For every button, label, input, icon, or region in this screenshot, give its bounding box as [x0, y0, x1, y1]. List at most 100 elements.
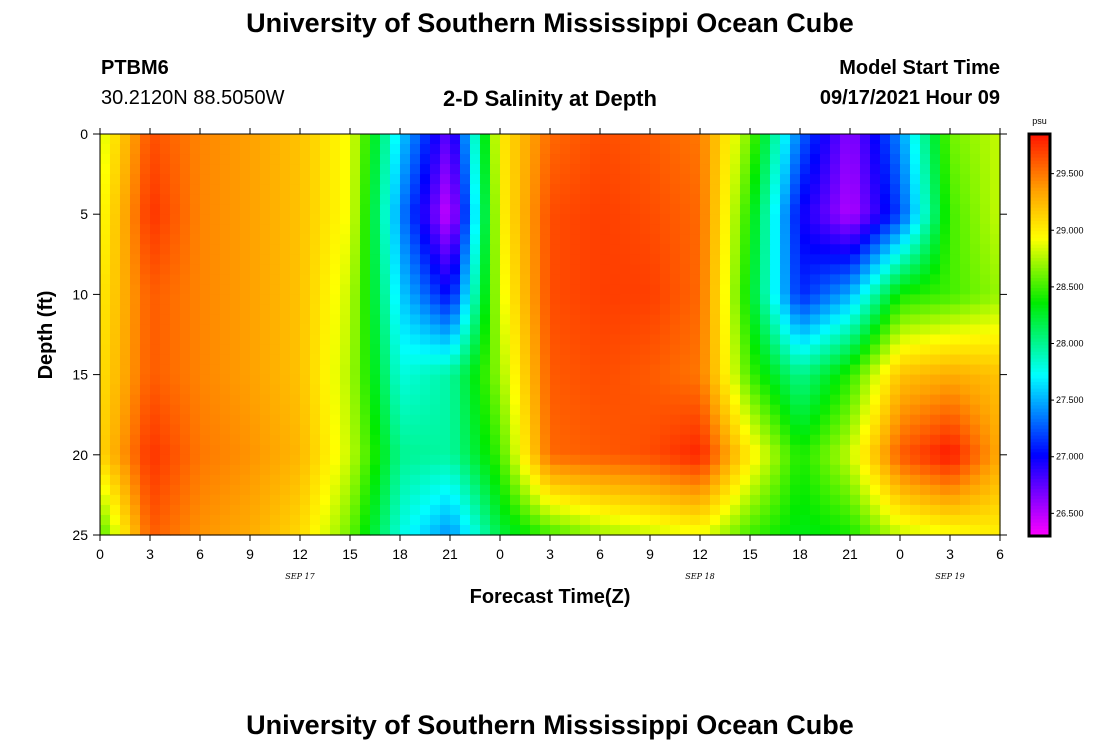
- heatmap-cell: [310, 444, 321, 456]
- heatmap-cell: [430, 344, 441, 356]
- heatmap-cell: [480, 224, 491, 235]
- heatmap-cell: [340, 284, 351, 296]
- heatmap-cell: [740, 274, 751, 285]
- heatmap-cell: [680, 324, 691, 336]
- heatmap-cell: [160, 134, 171, 145]
- heatmap-cell: [900, 254, 911, 265]
- heatmap-cell: [890, 244, 901, 255]
- colorbar-segment: [1029, 251, 1050, 256]
- heatmap-cell: [420, 164, 431, 175]
- heatmap-cell: [620, 184, 631, 195]
- heatmap-cell: [510, 144, 521, 155]
- colorbar-segment: [1029, 445, 1050, 450]
- heatmap-cell: [550, 284, 561, 296]
- heatmap-cell: [690, 464, 701, 476]
- heatmap-cell: [660, 174, 671, 185]
- heatmap-cell: [820, 244, 831, 255]
- heatmap-cell: [620, 224, 631, 235]
- heatmap-cell: [790, 234, 801, 245]
- heatmap-cell: [530, 504, 541, 516]
- heatmap-cell: [450, 184, 461, 195]
- heatmap-cell: [490, 514, 501, 526]
- heatmap-cell: [350, 474, 361, 486]
- heatmap-cell: [280, 214, 291, 225]
- heatmap-cell: [720, 344, 731, 356]
- heatmap-cell: [870, 464, 881, 476]
- heatmap-cell: [550, 394, 561, 406]
- heatmap-cell: [350, 284, 361, 296]
- heatmap-cell: [720, 294, 731, 306]
- heatmap-cell: [740, 184, 751, 195]
- heatmap-cell: [100, 334, 111, 346]
- heatmap-cell: [310, 384, 321, 396]
- heatmap-cell: [530, 184, 541, 195]
- heatmap-cell: [160, 324, 171, 336]
- heatmap-cell: [380, 334, 391, 346]
- heatmap-cell: [190, 324, 201, 336]
- heatmap-cell: [420, 404, 431, 416]
- heatmap-cell: [520, 414, 531, 426]
- heatmap-cell: [230, 294, 241, 306]
- heatmap-cell: [560, 134, 571, 145]
- heatmap-cell: [290, 344, 301, 356]
- heatmap-cell: [800, 254, 811, 265]
- heatmap-cell: [610, 154, 621, 165]
- heatmap-cell: [720, 364, 731, 376]
- heatmap-cell: [440, 294, 451, 306]
- heatmap-cell: [910, 404, 921, 416]
- heatmap-cell: [610, 244, 621, 255]
- heatmap-cell: [170, 344, 181, 356]
- heatmap-cell: [320, 384, 331, 396]
- heatmap-cell: [390, 374, 401, 386]
- heatmap-cell: [260, 304, 271, 316]
- heatmap-cell: [490, 244, 501, 255]
- heatmap-cell: [460, 464, 471, 476]
- heatmap-cell: [550, 264, 561, 275]
- heatmap-cell: [520, 514, 531, 526]
- colorbar-segment: [1029, 221, 1050, 225]
- colorbar-segment: [1029, 331, 1050, 336]
- heatmap-cell: [490, 404, 501, 416]
- heatmap-cell: [850, 344, 861, 356]
- heatmap-cell: [700, 224, 711, 235]
- heatmap-cell: [120, 464, 131, 476]
- heatmap-cell: [790, 274, 801, 285]
- heatmap-cell: [300, 434, 311, 446]
- heatmap-cell: [920, 144, 931, 155]
- heatmap-cell: [330, 364, 341, 376]
- heatmap-cell: [850, 314, 861, 326]
- heatmap-cell: [940, 434, 951, 446]
- heatmap-cell: [750, 524, 761, 536]
- heatmap-cell: [120, 264, 131, 275]
- heatmap-cell: [240, 434, 251, 446]
- heatmap-cell: [370, 444, 381, 456]
- heatmap-cell: [420, 514, 431, 526]
- heatmap-cell: [260, 514, 271, 526]
- heatmap-cell: [950, 164, 961, 175]
- heatmap-cell: [130, 324, 141, 336]
- heatmap-cell: [220, 474, 231, 486]
- heatmap-cell: [670, 464, 681, 476]
- heatmap-cell: [310, 274, 321, 285]
- heatmap-cell: [820, 194, 831, 205]
- heatmap-cell: [570, 494, 581, 506]
- heatmap-cell: [850, 334, 861, 346]
- heatmap-cell: [360, 344, 371, 356]
- heatmap-cell: [250, 424, 261, 436]
- heatmap-cell: [700, 364, 711, 376]
- heatmap-cell: [630, 404, 641, 416]
- heatmap-cell: [700, 194, 711, 205]
- heatmap-cell: [640, 414, 651, 426]
- colorbar-segment: [1029, 204, 1050, 209]
- heatmap-cell: [150, 314, 161, 326]
- heatmap-cell: [740, 244, 751, 255]
- heatmap-cell: [930, 374, 941, 386]
- heatmap-cell: [120, 494, 131, 506]
- heatmap-cell: [280, 524, 291, 536]
- heatmap-cell: [160, 314, 171, 326]
- heatmap-cell: [260, 394, 271, 406]
- heatmap-cell: [190, 134, 201, 145]
- heatmap-cell: [630, 254, 641, 265]
- heatmap-cell: [310, 484, 321, 496]
- heatmap-cell: [610, 394, 621, 406]
